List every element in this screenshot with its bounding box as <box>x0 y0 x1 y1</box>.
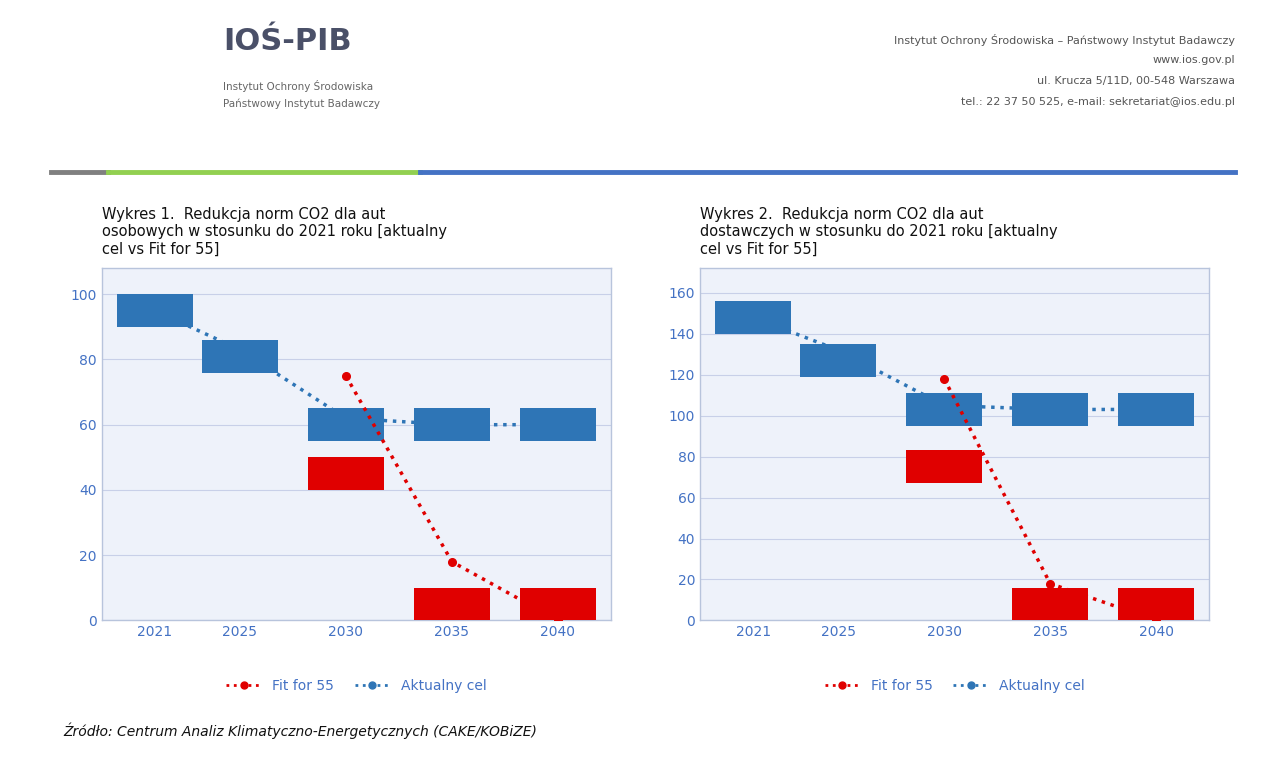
Bar <box>1012 393 1088 426</box>
Bar <box>906 393 983 426</box>
Bar <box>414 588 490 620</box>
Bar <box>1118 393 1194 426</box>
Legend: Fit for 55, Aktualny cel: Fit for 55, Aktualny cel <box>220 673 493 699</box>
Legend: Fit for 55, Aktualny cel: Fit for 55, Aktualny cel <box>819 673 1091 699</box>
Bar <box>201 340 278 372</box>
Text: Wykres 2.  Redukcja norm CO2 dla aut
dostawczych w stosunku do 2021 roku [aktual: Wykres 2. Redukcja norm CO2 dla aut dost… <box>700 207 1058 257</box>
Bar <box>519 588 596 620</box>
Bar <box>1012 588 1088 620</box>
Text: IOŚ-PIB: IOŚ-PIB <box>223 27 351 56</box>
Bar <box>715 301 792 334</box>
Bar <box>308 457 384 490</box>
Text: Źródło: Centrum Analiz Klimatyczno-Energetycznych (CAKE/KOBiZE): Źródło: Centrum Analiz Klimatyczno-Energ… <box>64 722 537 739</box>
Text: www.ios.gov.pl: www.ios.gov.pl <box>1152 55 1235 65</box>
Bar <box>799 344 876 377</box>
Text: tel.: 22 37 50 525, e-mail: sekretariat@ios.edu.pl: tel.: 22 37 50 525, e-mail: sekretariat@… <box>961 97 1235 106</box>
Text: Instytut Ochrony Środowiska – Państwowy Instytut Badawczy: Instytut Ochrony Środowiska – Państwowy … <box>894 34 1235 47</box>
Bar <box>906 450 983 483</box>
Bar <box>519 408 596 441</box>
Bar <box>414 408 490 441</box>
Text: Wykres 1.  Redukcja norm CO2 dla aut
osobowych w stosunku do 2021 roku [aktualny: Wykres 1. Redukcja norm CO2 dla aut osob… <box>102 207 447 257</box>
Bar <box>117 294 193 327</box>
Text: Państwowy Instytut Badawczy: Państwowy Instytut Badawczy <box>223 98 379 109</box>
Bar <box>308 408 384 441</box>
Bar <box>1118 588 1194 620</box>
Text: Instytut Ochrony Środowiska: Instytut Ochrony Środowiska <box>223 80 373 93</box>
Text: ul. Krucza 5/11D, 00-548 Warszawa: ul. Krucza 5/11D, 00-548 Warszawa <box>1036 76 1235 86</box>
